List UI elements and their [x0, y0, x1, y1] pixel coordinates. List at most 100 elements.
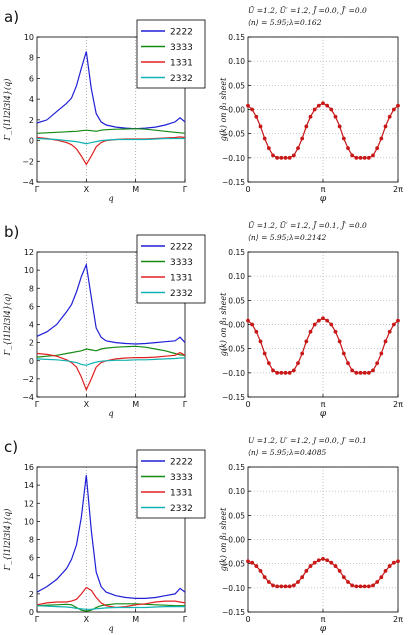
x-tick-label: Γ [35, 400, 40, 409]
legend-entry: 2222 [170, 28, 193, 38]
gk-point [366, 155, 371, 160]
gk-point [391, 322, 396, 327]
x-tick-label: 2π [393, 185, 403, 194]
gk-point [346, 580, 350, 584]
panel-label: c) [4, 438, 18, 456]
x-tick-label: 0 [245, 615, 250, 624]
gk-point [266, 361, 271, 366]
gk-point [316, 103, 321, 108]
gk-point [262, 351, 267, 356]
y-tick-label: 0.05 [228, 81, 245, 90]
y-tick-label: −0.15 [222, 393, 245, 402]
gk-point [291, 368, 296, 373]
x-axis-label: φ [320, 409, 327, 419]
x-axis-label: q [108, 409, 113, 418]
y-tick-label: 0.10 [228, 272, 245, 281]
gk-point [271, 583, 275, 588]
y-tick-label: 16 [24, 463, 34, 472]
gk-point [250, 560, 255, 565]
y-axis-label: g(k) on β₁ sheet [219, 77, 228, 141]
gk-point [341, 351, 346, 356]
gk-point [291, 153, 296, 158]
gk-point [325, 558, 330, 563]
gk-point [250, 107, 255, 112]
y-tick-label: 0.15 [228, 463, 245, 472]
y-tick-label: −0.15 [222, 178, 245, 187]
gk-point [350, 583, 355, 588]
y-tick-label: 6 [29, 74, 34, 83]
gk-point [371, 153, 375, 158]
gk-point [350, 153, 355, 158]
plot-title-line: ⟨n⟩ = 5.95;λ=0.2142 [248, 233, 326, 242]
y-tick-label: 10 [24, 33, 34, 42]
y-tick-label: −2 [22, 375, 34, 384]
gk-point [279, 370, 284, 375]
gk-point [266, 580, 271, 584]
series-line-2332 [36, 137, 185, 145]
y-tick-label: 0.05 [228, 511, 245, 520]
gk-point [254, 114, 259, 119]
gk-point [254, 329, 259, 334]
y-tick-label: 0.15 [228, 248, 245, 257]
gk-point [262, 575, 267, 580]
plot-title-line: ⟨n⟩ = 5.95;λ=0.4085 [248, 448, 326, 457]
x-tick-label: Γ [183, 185, 188, 194]
gk-point [312, 560, 317, 565]
gk-point [300, 136, 305, 141]
y-tick-label: −0.10 [222, 154, 245, 163]
gk-point [308, 114, 313, 119]
x-tick-label: M [132, 400, 139, 409]
gk-point [375, 580, 380, 584]
y-tick-label: 10 [24, 517, 34, 526]
gk-point [287, 584, 292, 589]
x-tick-label: π [321, 615, 326, 624]
gk-point [329, 560, 334, 565]
gk-point [325, 318, 330, 323]
x-tick-label: 2π [393, 400, 403, 409]
legend-entry: 3333 [170, 258, 193, 268]
gk-point [354, 370, 359, 375]
y-tick-label: 14 [24, 481, 34, 490]
series-line-2222 [36, 475, 186, 600]
gk-point [391, 107, 396, 112]
gk-point [250, 322, 255, 327]
gk-point [287, 155, 292, 160]
gk-point [366, 370, 371, 375]
gk-point [358, 370, 363, 375]
x-tick-label: π [321, 400, 326, 409]
y-tick-label: 0.00 [228, 536, 245, 545]
y-tick-label: 12 [24, 248, 34, 257]
y-tick-label: 0.00 [228, 321, 245, 330]
gk-point [283, 584, 288, 589]
legend-entry: 3333 [170, 473, 193, 483]
gk-point [346, 146, 350, 151]
legend-entry: 3333 [170, 43, 193, 53]
gk-point [358, 584, 363, 589]
gk-point [296, 361, 300, 366]
gk-point [312, 107, 317, 112]
y-tick-label: 4 [29, 95, 34, 104]
y-tick-label: −0.10 [222, 584, 245, 593]
series-line-2332 [36, 357, 185, 366]
gk-point [375, 146, 380, 151]
y-tick-label: −0.15 [222, 608, 245, 617]
gk-point [366, 584, 371, 589]
x-axis-label: q [108, 624, 113, 633]
gk-point [358, 155, 363, 160]
plot-title-line: ⟨n⟩ = 5.95;λ=0.162 [248, 18, 322, 27]
series-line-2332 [36, 605, 185, 610]
y-tick-label: −0.05 [222, 130, 245, 139]
y-tick-label: 8 [29, 284, 34, 293]
gk-point [304, 569, 309, 573]
x-tick-label: 0 [245, 185, 250, 194]
series-line-1331 [36, 586, 186, 609]
y-tick-label: 8 [29, 536, 34, 545]
y-tick-label: −4 [22, 178, 34, 187]
gk-point [379, 136, 384, 141]
gk-point [246, 103, 250, 108]
gk-point [296, 580, 300, 584]
series-line-1331 [36, 351, 186, 392]
gk-point [346, 361, 350, 366]
series-line-1331 [36, 136, 186, 166]
y-tick-label: 0.05 [228, 296, 245, 305]
